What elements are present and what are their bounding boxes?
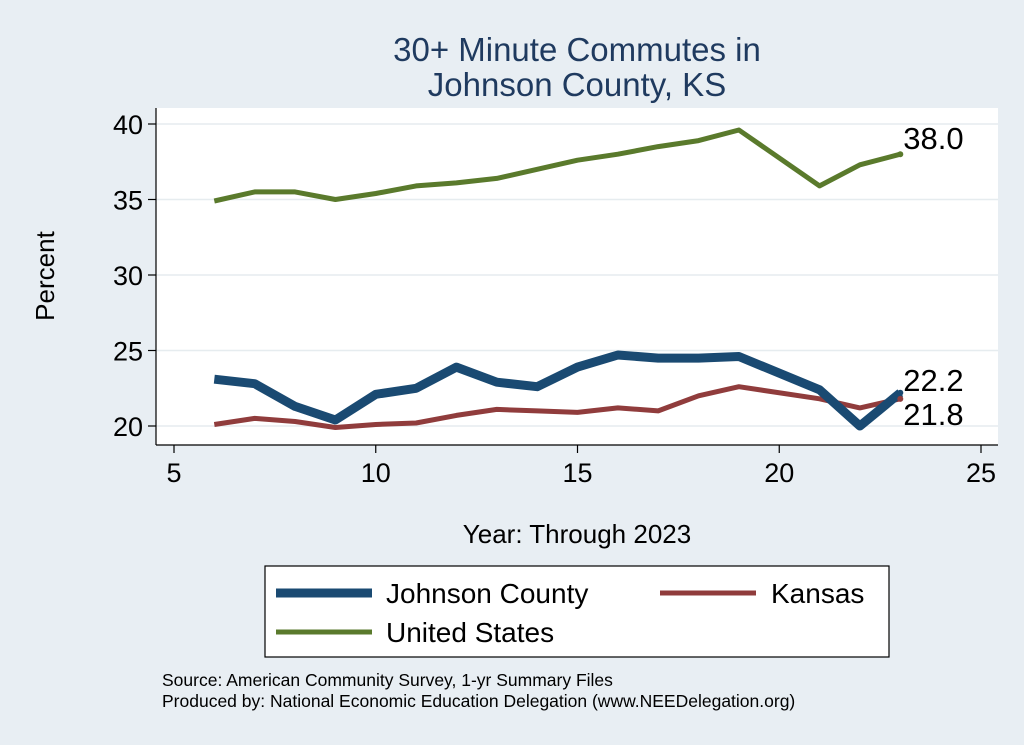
legend-box xyxy=(264,565,890,658)
series-line-kansas xyxy=(213,384,901,430)
y-tick-label-25: 25 xyxy=(113,337,143,367)
x-tick-label-10: 10 xyxy=(361,458,391,488)
x-tick-label-20: 20 xyxy=(764,458,794,488)
end-label-johnson-county: 22.2 xyxy=(903,363,963,398)
y-axis-title: Percent xyxy=(30,230,60,320)
legend-label-kansas: Kansas xyxy=(771,578,864,609)
y-tick-label-30: 30 xyxy=(113,261,143,291)
end-label-united-states: 38.0 xyxy=(903,121,963,156)
legend: Johnson County Kansas United States xyxy=(264,565,890,658)
end-marker-kansas xyxy=(897,395,904,402)
x-tick-label-5: 5 xyxy=(166,458,181,488)
end-label-kansas: 21.8 xyxy=(903,397,963,432)
series-line-united-states xyxy=(213,127,901,204)
end-marker-johnson-county xyxy=(897,389,904,396)
chart-title-line-2: Johnson County, KS xyxy=(428,66,726,103)
y-tick-label-20: 20 xyxy=(113,412,143,442)
chart-title-line-1: 30+ Minute Commutes in xyxy=(393,31,761,68)
legend-label-johnson-county: Johnson County xyxy=(386,578,588,609)
y-tick-label-35: 35 xyxy=(113,186,143,216)
x-axis-title: Year: Through 2023 xyxy=(463,519,691,549)
x-tick-label-15: 15 xyxy=(562,458,592,488)
series-line-johnson-county xyxy=(213,350,904,431)
legend-label-united-states: United States xyxy=(386,617,554,648)
x-tick-label-25: 25 xyxy=(966,458,996,488)
source-note: Source: American Community Survey, 1-yr … xyxy=(162,670,613,690)
y-tick-label-40: 40 xyxy=(113,110,143,140)
end-marker-united-states xyxy=(897,151,904,158)
produced-by-note: Produced by: National Economic Education… xyxy=(162,691,796,711)
